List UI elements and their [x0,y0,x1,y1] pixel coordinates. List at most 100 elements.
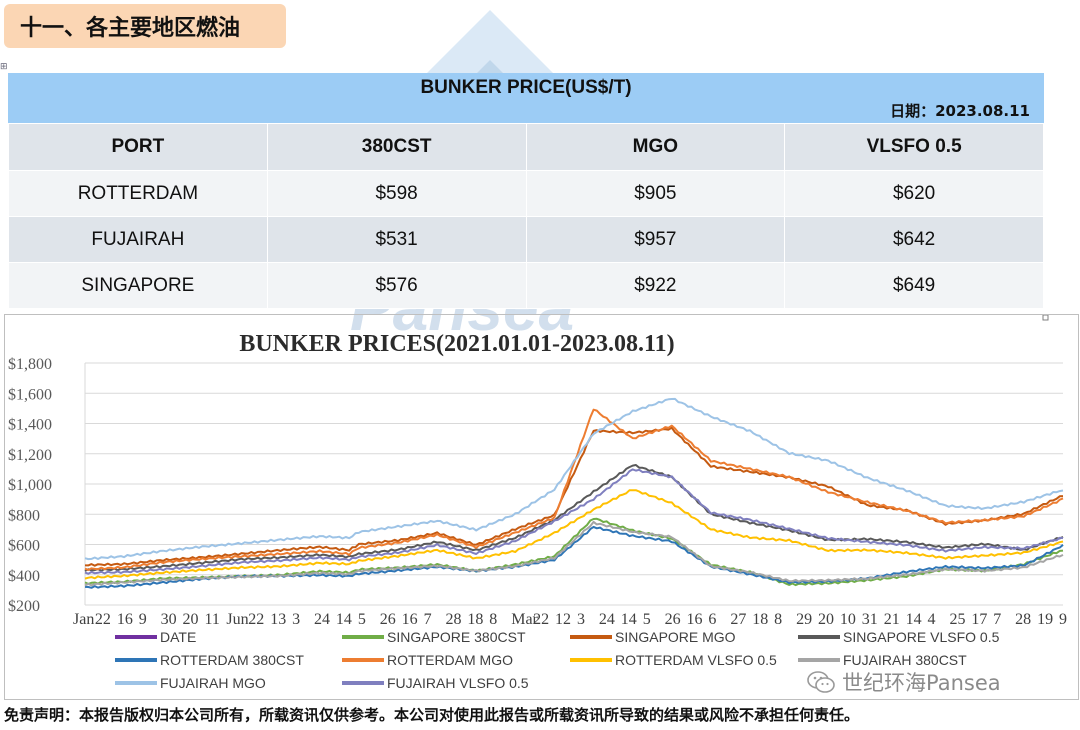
price-grid: PORT 380CST MGO VLSFO 0.5 ROTTERDAM $598… [8,123,1044,309]
x-tick-label: 20 [818,611,834,628]
bunker-price-table: BUNKER PRICE(US$/T) 日期：2023.08.11 PORT 3… [8,73,1044,309]
price-cell: $576 [266,262,527,309]
column-header: PORT [8,123,268,171]
port-cell: FUJAIRAH [8,216,268,263]
legend-label: ROTTERDAM MGO [387,652,513,668]
x-tick-label: 3 [292,611,300,628]
x-tick-label: 10 [840,611,856,628]
legend: DATE SINGAPORE 380CST SINGAPORE MGO SINGAPO… [115,629,1000,691]
x-tick-label: Mar [511,611,538,628]
series-line-rotterdam-mgo [84,408,1064,571]
x-tick-label: 9 [1059,611,1067,628]
series-line-fujairah-vlsfo-0-5 [84,468,1064,575]
column-header: MGO [525,123,786,171]
x-tick-label: 4 [928,611,936,628]
series-lines [84,397,1064,589]
y-tick-label: $1,200 [8,447,52,464]
y-tick-label: $600 [8,538,40,555]
x-tick-label: 21 [884,611,900,628]
table-title: BUNKER PRICE(US$/T) [420,77,632,98]
x-tick-label: 30 [161,611,177,628]
x-tick-label: 12 [555,611,571,628]
x-tick-label: 31 [862,611,878,628]
wechat-icon [807,671,835,693]
y-tick-label: $1,400 [8,417,52,434]
x-tick-label: 18 [467,611,483,628]
x-tick-label: 27 [730,611,746,628]
price-cell: $649 [784,262,1044,309]
x-tick-label: 5 [643,611,651,628]
wechat-account-name: 世纪环海Pansea [842,671,1001,695]
resize-handle-icon[interactable] [1042,315,1049,321]
chart-canvas: BUNKER PRICES(2021.01.01-2023.08.11) $20… [8,315,1067,691]
price-cell: $642 [784,216,1044,263]
price-cell: $957 [525,216,786,263]
x-tick-label: 13 [270,611,286,628]
x-tick-label: 11 [204,611,219,628]
legend-label: FUJAIRAH 380CST [843,652,967,668]
port-cell: ROTTERDAM [8,170,268,217]
x-tick-label: 9 [139,611,147,628]
price-cell: $531 [266,216,527,263]
x-tick-label: 22 [95,611,111,628]
port-cell: SINGAPORE [8,262,268,309]
column-header: VLSFO 0.5 [784,123,1044,171]
x-tick-label: Jun [226,611,248,628]
x-tick-label: 14 [336,611,352,628]
table-row: ROTTERDAM $598 $905 $620 [8,170,1044,217]
legend-label: ROTTERDAM VLSFO 0.5 [615,652,777,668]
table-row: FUJAIRAH $531 $957 $642 [8,216,1044,263]
legend-label: SINGAPORE 380CST [387,629,526,645]
table-date: 日期：2023.08.11 [890,102,1030,120]
x-tick-label: 3 [577,611,585,628]
corner-handle-icon[interactable]: ⊞ [0,62,8,72]
x-tick-label: 17 [971,611,987,628]
table-row: SINGAPORE $576 $922 $649 [8,262,1044,309]
y-axis-ticks: $200 $400 $600 $800 $1,000 $1,200 $1,400 $1,600… [8,356,52,615]
series-line-rotterdam-vlsfo-0-5 [84,489,1064,580]
y-tick-label: $1,800 [8,356,52,373]
bunker-prices-chart: BUNKER PRICES(2021.01.01-2023.08.11) $20… [4,314,1079,700]
x-tick-label: Jan [73,611,94,628]
legend-label: ROTTERDAM 380CST [160,652,304,668]
y-tick-label: $1,000 [8,477,52,494]
price-cell: $922 [525,262,786,309]
x-tick-label: 22 [533,611,549,628]
x-tick-label: 8 [774,611,782,628]
disclaimer: 免责声明：本报告版权归本公司所有，所载资讯仅供参考。本公司对使用此报告或所载资讯… [4,706,860,724]
chart-title: BUNKER PRICES(2021.01.01-2023.08.11) [239,331,674,357]
x-tick-label: 14 [621,611,637,628]
y-tick-label: $1,600 [8,386,52,403]
y-tick-label: $800 [8,507,40,524]
series-line-fujairah-380cst [84,520,1064,587]
legend-label: SINGAPORE VLSFO 0.5 [843,629,1000,645]
x-tick-label: 8 [489,611,497,628]
x-tick-label: 5 [358,611,366,628]
x-tick-label: 7 [993,611,1001,628]
x-tick-label: 24 [599,611,615,628]
x-tick-label: 20 [183,611,199,628]
x-axis-ticks: Jan 22 16 9 30 20 11 Jun 22 13 3 24 14 5 26 16 7 28 18 8 Mar… [73,611,1067,628]
legend-label: DATE [160,629,196,645]
legend-label: SINGAPORE MGO [615,629,736,645]
x-tick-label: 22 [248,611,264,628]
x-tick-label: 29 [796,611,812,628]
price-cell: $620 [784,170,1044,217]
section-title: 十一、各主要地区燃油 [4,4,286,48]
x-tick-label: 6 [708,611,716,628]
x-tick-label: 19 [1037,611,1053,628]
x-tick-label: 18 [752,611,768,628]
x-tick-label: 7 [424,611,432,628]
x-tick-label: 26 [380,611,396,628]
x-tick-label: 28 [445,611,461,628]
wechat-watermark: 世纪环海Pansea [806,667,1001,697]
x-tick-label: 16 [687,611,703,628]
x-tick-label: 16 [117,611,133,628]
y-tick-label: $400 [8,568,40,585]
x-tick-label: 26 [665,611,681,628]
price-cell: $905 [525,170,786,217]
x-tick-label: 16 [402,611,418,628]
legend-label: FUJAIRAH MGO [160,675,266,691]
series-line-fujairah-mgo [84,397,1064,561]
x-tick-label: 24 [314,611,330,628]
